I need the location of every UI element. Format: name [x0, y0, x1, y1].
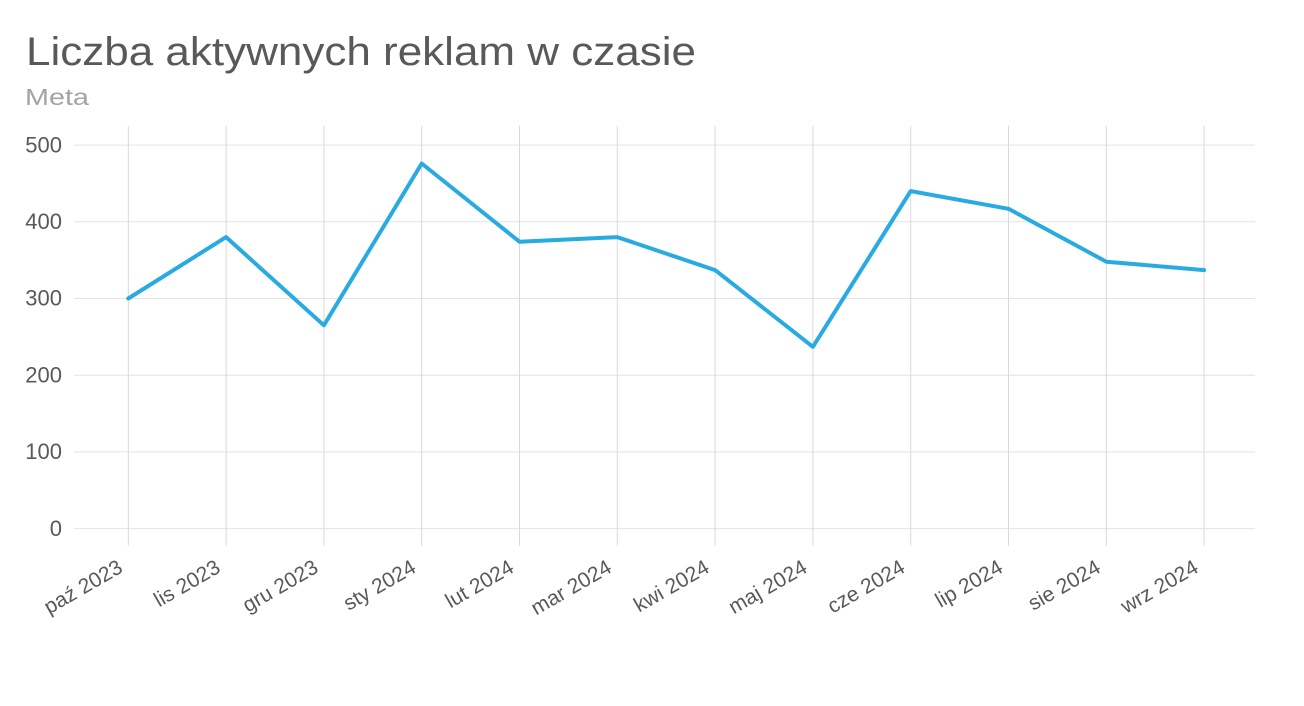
svg-text:300: 300 [25, 286, 62, 311]
svg-text:sty 2024: sty 2024 [340, 556, 421, 616]
svg-text:0: 0 [50, 516, 62, 541]
svg-text:100: 100 [25, 439, 62, 464]
svg-text:lis 2023: lis 2023 [150, 556, 224, 612]
svg-text:400: 400 [25, 209, 62, 234]
svg-text:cze 2024: cze 2024 [824, 556, 910, 619]
svg-text:lip 2024: lip 2024 [931, 556, 1006, 613]
svg-text:mar 2024: mar 2024 [527, 556, 616, 620]
svg-text:gru 2023: gru 2023 [239, 556, 322, 617]
svg-text:lut 2024: lut 2024 [441, 556, 517, 613]
svg-text:200: 200 [25, 362, 62, 387]
svg-text:wrz 2024: wrz 2024 [1116, 556, 1202, 619]
svg-text:kwi 2024: kwi 2024 [630, 556, 714, 618]
svg-text:500: 500 [25, 132, 62, 157]
svg-text:paź 2023: paź 2023 [40, 556, 126, 619]
svg-text:sie 2024: sie 2024 [1024, 556, 1105, 616]
svg-text:maj 2024: maj 2024 [725, 556, 812, 619]
